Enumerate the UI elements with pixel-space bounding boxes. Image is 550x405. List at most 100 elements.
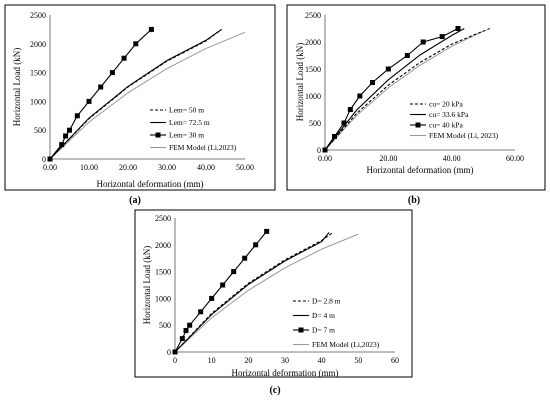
x-tick-label: 10 bbox=[208, 356, 216, 365]
series-line bbox=[49, 28, 222, 160]
y-tick-label: 2500 bbox=[155, 214, 171, 223]
y-axis-title: Horizontal Load (kN) bbox=[295, 43, 305, 121]
y-tick-label: 1000 bbox=[305, 92, 321, 101]
x-tick-label: 20.00 bbox=[379, 154, 397, 163]
series-marker bbox=[63, 133, 69, 139]
x-tick-label: 0 bbox=[173, 356, 177, 365]
y-tick-label: 500 bbox=[309, 119, 321, 128]
series-marker bbox=[86, 98, 92, 104]
x-axis-title: Horizontal deformation (mm) bbox=[232, 368, 339, 378]
series-marker bbox=[455, 26, 461, 31]
y-tick-label: 1000 bbox=[155, 294, 171, 303]
y-tick-label: 1500 bbox=[305, 65, 321, 74]
x-tick-label: 10.00 bbox=[80, 163, 98, 172]
series-marker bbox=[179, 336, 185, 342]
series-marker bbox=[253, 242, 259, 248]
series-marker bbox=[385, 66, 391, 72]
series-marker bbox=[357, 93, 363, 99]
x-tick-label: 60 bbox=[391, 356, 399, 365]
series-line bbox=[324, 28, 465, 151]
series-line bbox=[324, 30, 484, 151]
y-tick-label: 2500 bbox=[305, 11, 321, 20]
y-tick-label: 0 bbox=[317, 146, 321, 155]
series-line bbox=[174, 233, 359, 353]
y-tick-label: 0 bbox=[42, 155, 46, 164]
panel-frame bbox=[286, 4, 546, 191]
series-line bbox=[174, 231, 268, 353]
legend-label: D= 7 m bbox=[312, 326, 335, 335]
legend-label: D= 4 m bbox=[312, 311, 335, 320]
x-tick-label: 30 bbox=[281, 356, 289, 365]
panel-frame bbox=[4, 4, 276, 191]
series-line bbox=[49, 28, 152, 160]
series-marker bbox=[109, 70, 115, 76]
series-marker bbox=[209, 295, 215, 301]
x-tick-label: 0.00 bbox=[43, 163, 57, 172]
series-marker bbox=[404, 53, 410, 58]
legend-label: Lem= 50 m bbox=[169, 106, 204, 115]
series-marker bbox=[133, 41, 139, 47]
panel-label: (c) bbox=[269, 385, 280, 396]
y-tick-label: 1500 bbox=[30, 69, 46, 78]
legend-label: cu= 20 kPa bbox=[429, 100, 463, 109]
chart-panel-a: 0 500 1000 1500 2000 2500 0.00 10.00 20.00 30.00 4… bbox=[4, 4, 276, 191]
panel-label: (b) bbox=[408, 195, 420, 206]
series-line bbox=[49, 28, 222, 160]
series-marker bbox=[98, 84, 104, 90]
series-marker bbox=[148, 26, 154, 32]
series-marker bbox=[74, 113, 80, 119]
x-tick-label: 0.00 bbox=[318, 154, 332, 163]
x-tick-label: 20.00 bbox=[119, 163, 137, 172]
legend-marker bbox=[155, 132, 161, 138]
legend-label: cu= 40 kPa bbox=[429, 121, 463, 130]
series-line bbox=[174, 232, 334, 353]
y-tick-label: 1000 bbox=[30, 97, 46, 106]
series-marker bbox=[242, 255, 248, 261]
legend-label: FEM Model (Li,2023) bbox=[312, 340, 380, 349]
series-marker bbox=[183, 328, 189, 334]
y-tick-label: 0 bbox=[167, 348, 171, 357]
chart-panel-c: 0 500 1000 1500 2000 2500 0 10 20 30 40 50 60 Horizon… bbox=[134, 209, 413, 378]
series-marker bbox=[172, 349, 178, 355]
x-tick-label: 50.00 bbox=[236, 163, 254, 172]
series-marker bbox=[187, 322, 193, 328]
legend-label: FEM Model (Li,2023) bbox=[169, 143, 237, 152]
y-tick-label: 500 bbox=[34, 126, 46, 135]
x-tick-label: 40.00 bbox=[443, 154, 461, 163]
series-marker bbox=[420, 39, 426, 45]
series-marker bbox=[59, 142, 65, 148]
series-marker bbox=[322, 147, 328, 153]
series-line bbox=[174, 232, 330, 353]
legend-marker bbox=[298, 327, 304, 333]
y-tick-label: 1500 bbox=[155, 268, 171, 277]
x-tick-label: 60.00 bbox=[506, 154, 524, 163]
x-tick-label: 40 bbox=[318, 356, 326, 365]
y-tick-label: 2000 bbox=[155, 241, 171, 250]
x-axis-title: Horizontal deformation (mm) bbox=[97, 179, 204, 189]
y-tick-label: 2000 bbox=[305, 38, 321, 47]
chart-panel-b: 0 500 1000 1500 2000 2500 0.00 20.00 40.00 60.00 H… bbox=[286, 4, 546, 191]
series-marker bbox=[67, 127, 72, 133]
panel-label: (a) bbox=[129, 195, 141, 206]
series-marker bbox=[121, 55, 127, 61]
legend-label: D= 2.8 m bbox=[312, 297, 341, 306]
legend-label: FEM Model (Li, 2023) bbox=[429, 131, 499, 140]
series-marker bbox=[231, 269, 237, 275]
panel-frame bbox=[134, 209, 413, 378]
x-tick-label: 30.00 bbox=[158, 163, 176, 172]
legend-label: Lem= 30 m bbox=[169, 131, 204, 140]
legend-label: Lem= 72.5 m bbox=[169, 118, 210, 127]
series-marker bbox=[332, 134, 337, 139]
y-tick-label: 500 bbox=[159, 321, 171, 330]
series-line bbox=[49, 31, 246, 160]
legend-label: cu= 33.6 kPa bbox=[429, 110, 469, 119]
y-tick-label: 2500 bbox=[30, 11, 46, 20]
x-axis-title: Horizontal deformation (mm) bbox=[367, 165, 474, 175]
series-marker bbox=[370, 80, 375, 85]
series-marker bbox=[220, 282, 226, 288]
series-marker bbox=[439, 34, 445, 40]
y-tick-label: 2000 bbox=[30, 40, 46, 49]
x-tick-label: 50 bbox=[354, 356, 362, 365]
series-marker bbox=[347, 107, 353, 112]
